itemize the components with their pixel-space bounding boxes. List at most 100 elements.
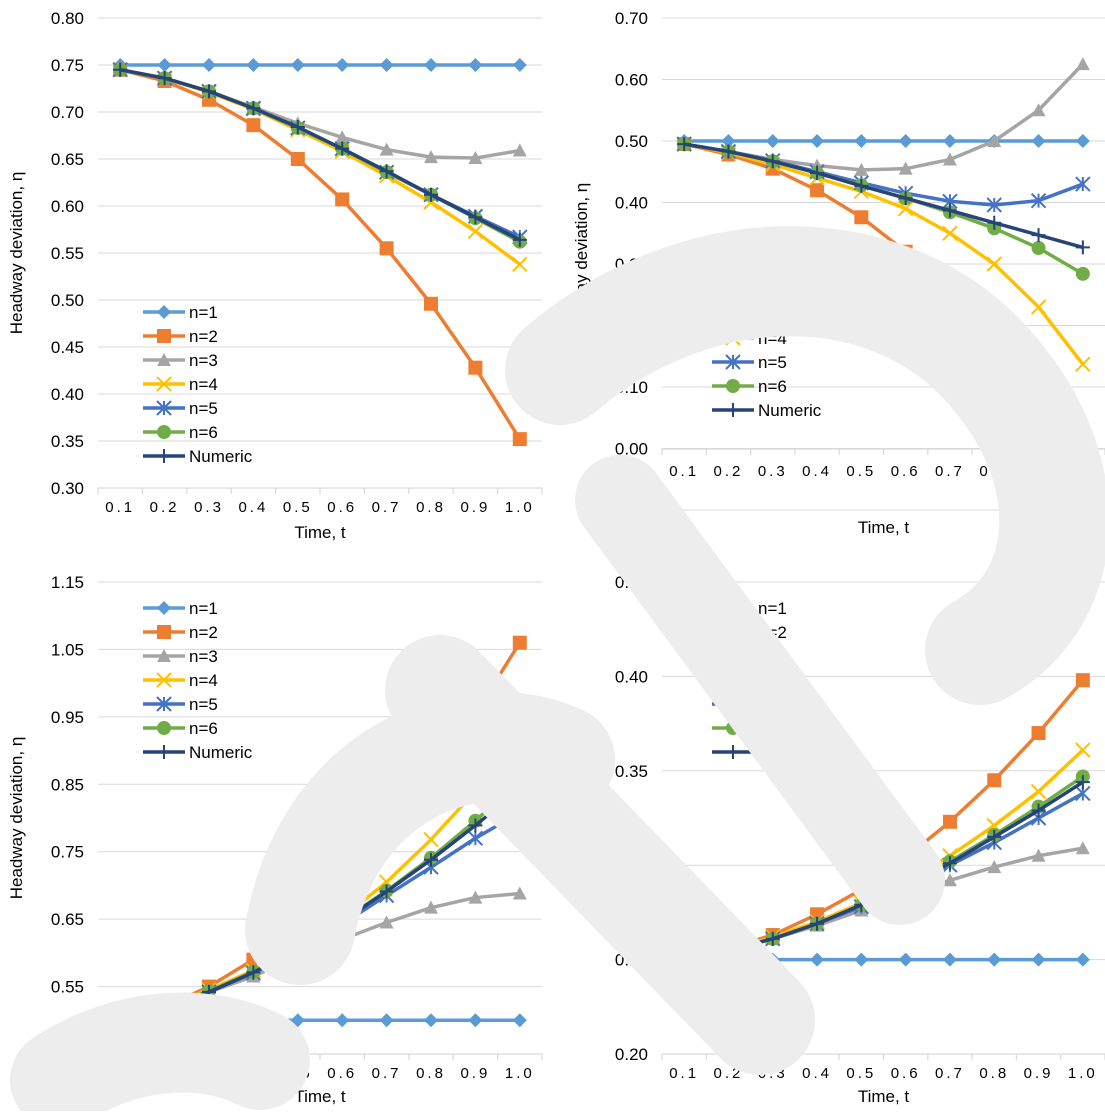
series-n-4	[676, 742, 1091, 966]
data-point	[335, 192, 350, 207]
y-tick-label: 1.05	[51, 640, 84, 659]
x-tick-label: 0.8	[416, 499, 446, 516]
y-tick-label: 0.45	[615, 573, 648, 592]
legend-item: Numeric	[712, 743, 822, 762]
legend-item: n=5	[712, 353, 787, 372]
legend-swatch-marker	[726, 625, 740, 639]
legend-item: n=3	[143, 351, 218, 370]
data-point	[1031, 103, 1046, 117]
data-point	[987, 829, 1002, 844]
legend-label: n=3	[758, 647, 787, 666]
legend-label: n=2	[189, 623, 218, 642]
legend-label: n=4	[189, 375, 218, 394]
legend-label: n=4	[758, 671, 787, 690]
series-n-5	[112, 804, 528, 1025]
legend-label: Numeric	[189, 743, 253, 762]
legend-item: n=1	[143, 599, 218, 618]
data-point	[113, 62, 128, 77]
legend-swatch-marker	[726, 721, 740, 735]
legend-swatch-marker	[726, 283, 740, 297]
data-point	[1031, 383, 1046, 398]
data-point	[290, 120, 305, 135]
legend-label: n=2	[189, 327, 218, 346]
series-n-1	[677, 134, 1090, 148]
data-point	[467, 830, 484, 846]
y-tick-label: 0.45	[51, 338, 84, 357]
data-point	[810, 183, 825, 198]
x-tick-label: 0.2	[150, 499, 180, 516]
x-tick-label: 0.6	[891, 1065, 921, 1082]
legend-item: Numeric	[143, 743, 253, 762]
x-tick-label: 0.5	[846, 1065, 876, 1082]
data-point	[379, 827, 394, 842]
x-tick-label: 0.5	[283, 1065, 313, 1082]
data-point	[1075, 673, 1090, 688]
legend-item: n=5	[143, 399, 218, 418]
legend-item: n=1	[143, 303, 218, 322]
data-point	[424, 1013, 438, 1028]
legend-label: Numeric	[189, 447, 253, 466]
data-point	[1075, 57, 1090, 71]
legend-swatch-marker	[156, 672, 172, 688]
series-n-4	[112, 726, 528, 1025]
legend-label: n=2	[758, 281, 787, 300]
legend-item: n=2	[712, 623, 787, 642]
x-tick-label: 0.4	[238, 499, 268, 516]
data-point	[1075, 952, 1090, 967]
series-numeric	[677, 137, 1090, 255]
x-axis-label: Time, t	[858, 518, 910, 537]
y-tick-label: 0.00	[615, 440, 648, 459]
x-tick-label: 0.6	[891, 463, 921, 480]
x-tick-label: 0.3	[194, 1065, 224, 1082]
series-n-1	[113, 1013, 527, 1028]
data-point	[1075, 240, 1090, 255]
data-point	[765, 952, 780, 967]
series-n-1	[113, 58, 527, 72]
legend-swatch-marker	[726, 259, 740, 273]
legend-label: n=4	[189, 671, 218, 690]
y-tick-label: 0.20	[615, 1045, 648, 1064]
data-point	[512, 256, 528, 272]
data-point	[986, 197, 1002, 213]
data-point	[721, 134, 736, 148]
x-tick-label: 0.3	[758, 463, 788, 480]
chart-4: 0.20 0.25 0.30 0.35 0.40 0.45 0.1 0.2 0.3 0.4 0.5 0…	[572, 573, 1105, 1106]
legend-swatch-marker	[156, 400, 172, 416]
data-point	[942, 284, 957, 299]
legend-item: n=2	[143, 327, 218, 346]
x-tick-label: 0.9	[1024, 463, 1054, 480]
legend-item: n=3	[712, 305, 787, 324]
y-axis-label: Headway deviation, η	[7, 737, 26, 900]
legend-label: n=6	[758, 377, 787, 396]
data-point	[810, 134, 825, 148]
data-point	[246, 101, 261, 116]
data-point	[423, 831, 439, 848]
series-line	[683, 748, 1085, 960]
legend-item: n=3	[143, 647, 218, 666]
y-tick-label: 0.80	[51, 9, 84, 28]
y-tick-label: 0.55	[51, 244, 84, 263]
data-point	[942, 203, 957, 218]
legend-label: n=6	[189, 423, 218, 442]
x-axis-label: Time, t	[858, 1087, 910, 1106]
chart-2: -0.10 0.00 0.10 0.20 0.30 0.40 0.50 0.60 0.70 0.1…	[572, 9, 1105, 537]
y-tick-label: 0.55	[51, 978, 84, 997]
legend: n=1 n=2 n=3 n=4 n=5 n=6 Numeric	[143, 599, 253, 762]
data-point	[987, 860, 1002, 874]
data-point	[512, 726, 528, 742]
data-point	[1075, 742, 1091, 758]
data-point	[468, 360, 483, 375]
x-tick-label: 0.2	[150, 1065, 180, 1082]
data-point	[202, 84, 216, 99]
legend-label: n=2	[758, 623, 787, 642]
series-n-2	[113, 62, 527, 447]
legend-item: n=6	[143, 423, 218, 442]
data-point	[290, 58, 305, 72]
data-point	[854, 134, 869, 148]
y-tick-label: 0.40	[615, 194, 648, 213]
y-tick-label: 0.25	[615, 951, 648, 970]
y-tick-label: 0.60	[51, 197, 84, 216]
legend-item: n=4	[143, 375, 218, 394]
data-point	[854, 952, 869, 967]
data-point	[1031, 803, 1046, 818]
